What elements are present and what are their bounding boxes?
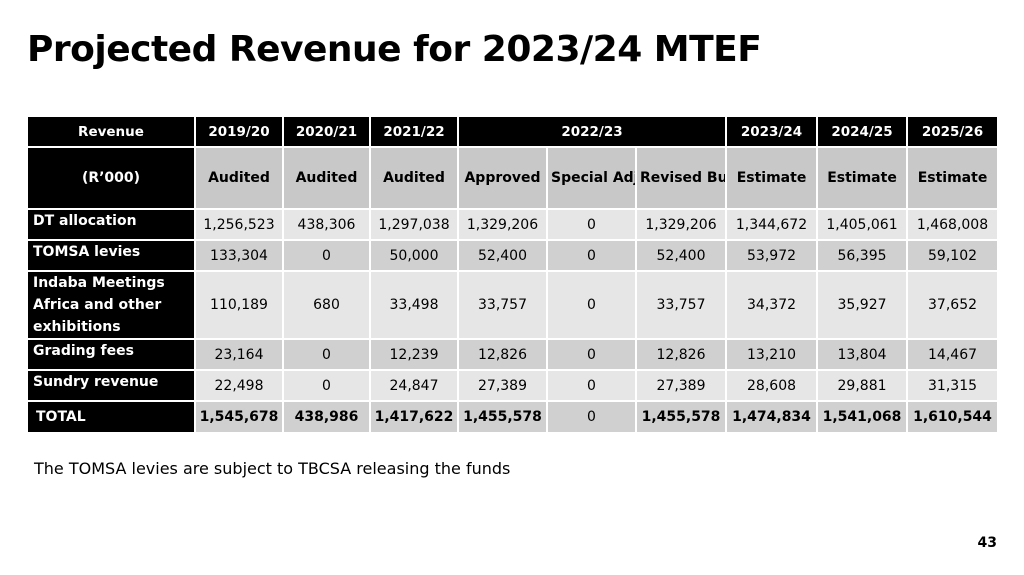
cell-value: 27,389 <box>634 369 728 402</box>
cell-value: 13,210 <box>725 338 819 371</box>
cell-value: 29,881 <box>816 369 909 402</box>
row-label: TOMSA levies <box>26 239 196 272</box>
header-year: 2020/21 <box>282 115 371 148</box>
cell-value: 110,189 <box>194 270 284 340</box>
table-row: DT allocation 1,256,523 438,306 1,297,03… <box>26 208 1000 241</box>
cell-value: 12,826 <box>634 338 728 371</box>
total-value: 1,610,544 <box>906 400 1000 434</box>
cell-value: 37,652 <box>906 270 1000 340</box>
cell-value: 12,239 <box>369 338 459 371</box>
total-value: 1,455,578 <box>634 400 728 434</box>
header-year: 2022/23 <box>456 115 728 148</box>
cell-value: 23,164 <box>194 338 284 371</box>
total-value: 1,474,834 <box>725 400 819 434</box>
header-status: Approved <box>457 146 548 210</box>
cell-value: 1,405,061 <box>816 208 909 241</box>
header-revenue: Revenue <box>26 115 196 148</box>
total-value: 1,417,622 <box>369 400 459 434</box>
cell-value: 1,297,038 <box>369 208 459 241</box>
page-number: 43 <box>977 535 997 551</box>
cell-value: 31,315 <box>906 369 1000 402</box>
header-unit: (R’000) <box>26 146 196 210</box>
header-year: 2025/26 <box>906 115 1000 148</box>
cell-value: 0 <box>546 338 637 371</box>
row-label: DT allocation <box>26 208 196 241</box>
total-value: 1,545,678 <box>194 400 284 434</box>
total-value: 438,986 <box>282 400 371 434</box>
cell-value: 1,329,206 <box>634 208 728 241</box>
header-status: Revised Budget <box>634 146 728 210</box>
cell-value: 1,468,008 <box>906 208 1000 241</box>
table-row: TOMSA levies 133,304 0 50,000 52,400 0 5… <box>26 239 1000 272</box>
cell-value: 0 <box>282 369 371 402</box>
header-status: Estimate <box>725 146 819 210</box>
cell-value: 0 <box>546 208 637 241</box>
revenue-table: Revenue 2019/20 2020/21 2021/22 2022/23 … <box>26 115 1000 434</box>
cell-value: 52,400 <box>457 239 548 272</box>
table-row: Indaba Meetings Africa and other exhibit… <box>26 270 1000 340</box>
header-status: Estimate <box>906 146 1000 210</box>
cell-value: 0 <box>546 239 637 272</box>
total-row: TOTAL 1,545,678 438,986 1,417,622 1,455,… <box>26 400 1000 434</box>
cell-value: 33,757 <box>457 270 548 340</box>
header-year: 2019/20 <box>194 115 284 148</box>
cell-value: 53,972 <box>725 239 819 272</box>
cell-value: 1,329,206 <box>457 208 548 241</box>
cell-value: 1,256,523 <box>194 208 284 241</box>
cell-value: 438,306 <box>282 208 371 241</box>
header-status: Audited <box>194 146 284 210</box>
cell-value: 14,467 <box>906 338 1000 371</box>
cell-value: 56,395 <box>816 239 909 272</box>
cell-value: 0 <box>546 270 637 340</box>
header-year: 2024/25 <box>816 115 909 148</box>
cell-value: 1,344,672 <box>725 208 819 241</box>
footnote: The TOMSA levies are subject to TBCSA re… <box>34 459 511 478</box>
header-status: Estimate <box>816 146 909 210</box>
cell-value: 0 <box>282 239 371 272</box>
cell-value: 22,498 <box>194 369 284 402</box>
cell-value: 33,498 <box>369 270 459 340</box>
row-label: Grading fees <box>26 338 196 371</box>
table-row: Grading fees 23,164 0 12,239 12,826 0 12… <box>26 338 1000 371</box>
cell-value: 24,847 <box>369 369 459 402</box>
total-value: 1,455,578 <box>457 400 548 434</box>
cell-value: 59,102 <box>906 239 1000 272</box>
row-label: Sundry revenue <box>26 369 196 402</box>
cell-value: 34,372 <box>725 270 819 340</box>
cell-value: 50,000 <box>369 239 459 272</box>
table-row: Sundry revenue 22,498 0 24,847 27,389 0 … <box>26 369 1000 402</box>
cell-value: 0 <box>546 369 637 402</box>
cell-value: 33,757 <box>634 270 728 340</box>
header-row-years: Revenue 2019/20 2020/21 2021/22 2022/23 … <box>26 115 1000 148</box>
cell-value: 52,400 <box>634 239 728 272</box>
total-value: 1,541,068 <box>816 400 909 434</box>
row-label: Indaba Meetings Africa and other exhibit… <box>26 270 196 340</box>
header-status: Audited <box>369 146 459 210</box>
page-title: Projected Revenue for 2023/24 MTEF <box>27 29 762 70</box>
header-year: 2023/24 <box>725 115 819 148</box>
cell-value: 0 <box>282 338 371 371</box>
header-row-status: (R’000) Audited Audited Audited Approved… <box>26 146 1000 210</box>
header-status: Audited <box>282 146 371 210</box>
cell-value: 133,304 <box>194 239 284 272</box>
cell-value: 35,927 <box>816 270 909 340</box>
cell-value: 27,389 <box>457 369 548 402</box>
cell-value: 12,826 <box>457 338 548 371</box>
header-status: Special Adjustme nts <box>546 146 637 210</box>
total-value: 0 <box>546 400 637 434</box>
header-year: 2021/22 <box>369 115 459 148</box>
cell-value: 680 <box>282 270 371 340</box>
total-label: TOTAL <box>26 400 196 434</box>
cell-value: 13,804 <box>816 338 909 371</box>
cell-value: 28,608 <box>725 369 819 402</box>
